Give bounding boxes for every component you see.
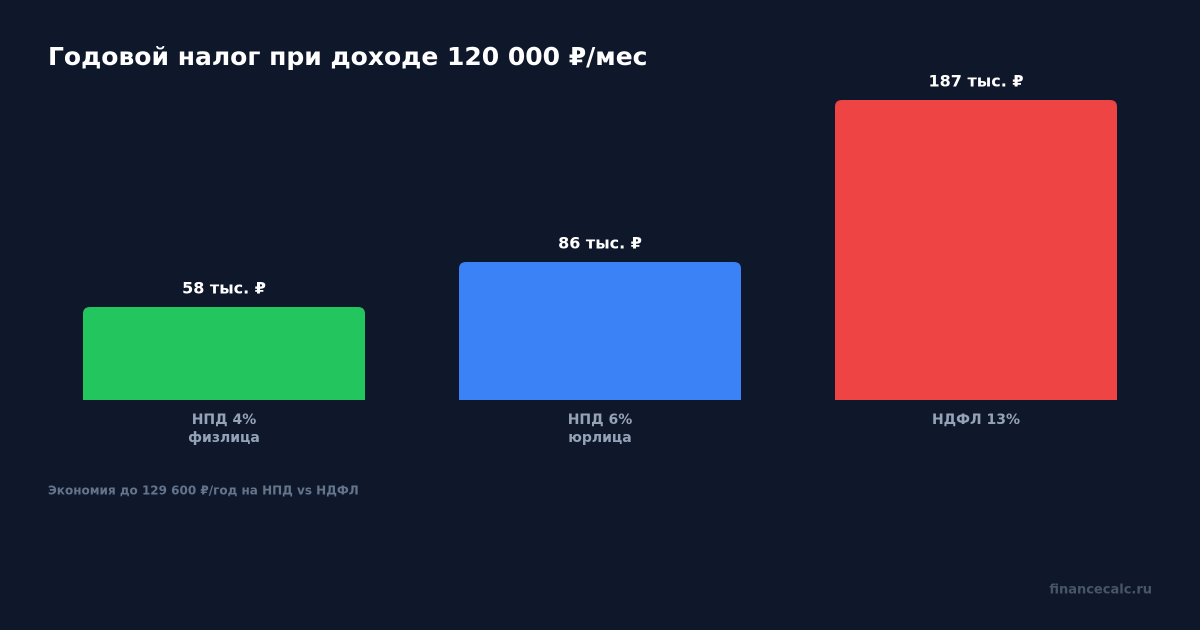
value-label: 187 тыс. ₽ [929, 72, 1024, 91]
footnote: Экономия до 129 600 ₽/год на НПД vs НДФЛ [48, 484, 359, 498]
x-tick-sublabel: юрлица [568, 430, 632, 446]
bar [835, 100, 1117, 400]
bar [459, 262, 741, 400]
x-tick-label: НДФЛ 13% [932, 412, 1020, 428]
value-label: 86 тыс. ₽ [558, 234, 642, 253]
x-tick-label: НПД 6% [568, 412, 633, 428]
x-tick-label: НПД 4% [192, 412, 257, 428]
watermark: financecalc.ru [1049, 583, 1152, 598]
chart-title: Годовой налог при доходе 120 000 ₽/мес [48, 42, 648, 71]
x-tick-sublabel: физлица [188, 430, 260, 446]
value-label: 58 тыс. ₽ [182, 278, 266, 297]
bar [83, 306, 365, 400]
